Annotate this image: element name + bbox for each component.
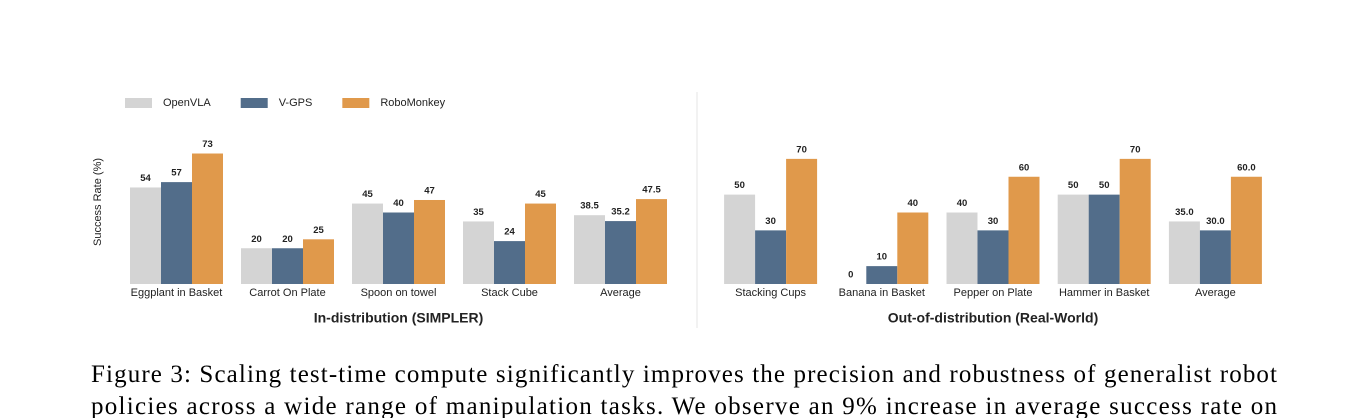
legend-label: OpenVLA — [163, 97, 211, 109]
x-tick-label: Eggplant in Basket — [131, 287, 223, 299]
bar — [272, 248, 303, 284]
value-label: 50 — [1068, 180, 1079, 191]
value-label: 50 — [734, 180, 745, 191]
bar — [724, 194, 756, 284]
x-tick-label: Average — [1195, 287, 1236, 299]
bar — [755, 230, 787, 284]
bar — [977, 230, 1009, 284]
bar — [636, 199, 667, 284]
value-label: 30.0 — [1206, 216, 1225, 227]
value-label: 40 — [957, 198, 968, 209]
value-label: 30 — [765, 216, 776, 227]
bar — [161, 182, 192, 284]
legend-label: RoboMonkey — [380, 97, 445, 109]
value-label: 47.5 — [642, 185, 661, 196]
value-label: 73 — [202, 139, 213, 150]
value-label: 60 — [1019, 162, 1030, 173]
bar — [303, 239, 334, 284]
value-label: 45 — [535, 189, 546, 200]
value-label: 24 — [504, 227, 515, 238]
bar — [525, 203, 556, 284]
value-label: 50 — [1099, 180, 1110, 191]
bar — [241, 248, 272, 284]
bar — [383, 212, 414, 284]
value-label: 70 — [1130, 144, 1141, 155]
bar — [1230, 176, 1262, 284]
value-label: 60.0 — [1237, 162, 1256, 173]
bar — [352, 203, 383, 284]
y-axis-label: Success Rate (%) — [92, 158, 104, 246]
x-axis-label: Out-of-distribution (Real-World) — [888, 310, 1098, 326]
value-label: 25 — [313, 225, 324, 236]
x-tick-label: Pepper on Plate — [954, 287, 1033, 299]
bar — [1168, 221, 1200, 284]
bar — [130, 187, 161, 284]
value-label: 40 — [908, 198, 919, 209]
x-tick-label: Hammer in Basket — [1059, 287, 1149, 299]
bar — [1057, 194, 1089, 284]
bar — [1088, 194, 1120, 284]
bar — [605, 221, 636, 284]
value-label: 20 — [251, 234, 262, 245]
x-tick-label: Stacking Cups — [735, 287, 806, 299]
bar — [463, 221, 494, 284]
bar — [414, 199, 445, 284]
bar — [897, 212, 929, 284]
bar — [494, 241, 525, 284]
bar — [786, 158, 818, 284]
x-tick-label: Stack Cube — [481, 287, 538, 299]
value-label: 10 — [877, 252, 888, 263]
bar — [1008, 176, 1040, 284]
caption-line: Figure 3: Scaling test-time compute sign… — [91, 361, 1277, 388]
legend-label: V-GPS — [279, 97, 313, 109]
x-axis-label: In-distribution (SIMPLER) — [314, 310, 484, 326]
x-tick-label: Banana in Basket — [839, 287, 925, 299]
value-label: 20 — [282, 234, 293, 245]
value-label: 35.0 — [1175, 207, 1194, 218]
value-label: 57 — [171, 168, 182, 179]
value-label: 38.5 — [580, 201, 599, 212]
bar — [946, 212, 978, 284]
bar — [1119, 158, 1151, 284]
bar — [574, 215, 605, 284]
caption-line: policies across a wide range of manipula… — [91, 393, 1278, 418]
value-label: 30 — [988, 216, 999, 227]
value-label: 0 — [848, 270, 853, 281]
value-label: 35.2 — [611, 207, 630, 218]
value-label: 47 — [424, 186, 435, 197]
value-label: 40 — [393, 198, 404, 209]
x-tick-label: Average — [600, 287, 641, 299]
value-label: 45 — [362, 189, 373, 200]
bar — [866, 266, 898, 284]
x-tick-label: Carrot On Plate — [249, 287, 325, 299]
value-label: 70 — [796, 144, 807, 155]
legend-swatch — [342, 98, 370, 108]
legend-swatch — [240, 98, 268, 108]
value-label: 54 — [140, 173, 151, 184]
bar — [1199, 230, 1231, 284]
x-tick-label: Spoon on towel — [361, 287, 437, 299]
legend-swatch — [125, 98, 152, 108]
value-label: 35 — [473, 207, 484, 218]
bar — [192, 153, 223, 284]
